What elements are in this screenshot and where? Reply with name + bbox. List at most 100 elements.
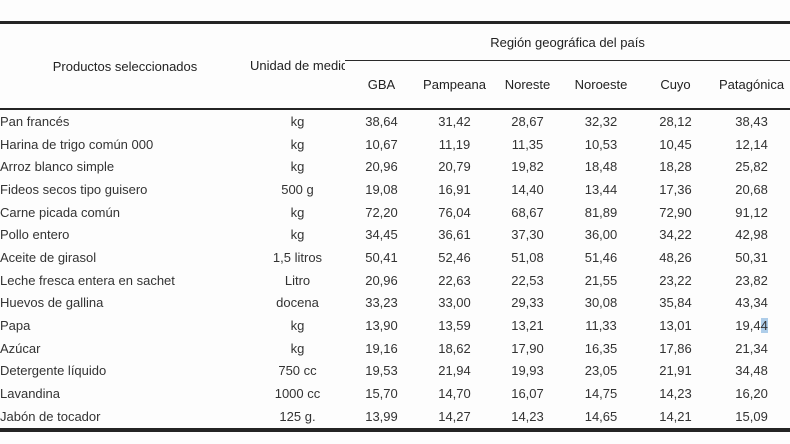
product-cell: Detergente líquido — [0, 363, 107, 379]
value-cell: 13,21 — [511, 318, 544, 334]
unit-cell: kg — [290, 204, 305, 220]
unit-cell: kg — [290, 113, 305, 129]
product-cell: Arroz blanco simple — [0, 159, 115, 175]
value-cell: 36,00 — [584, 227, 618, 243]
value-cell: 31,42 — [438, 113, 471, 129]
value-cell: 33,23 — [365, 295, 398, 311]
product-cell: Fideos secos tipo guisero — [0, 181, 148, 197]
value-cell: 16,91 — [438, 181, 471, 197]
value-cell: 19,16 — [365, 340, 398, 356]
value-cell: 10,53 — [584, 136, 618, 152]
value-cell: 38,43 — [735, 113, 768, 129]
value-cell: 25,82 — [735, 159, 768, 175]
value-cell: 33,00 — [438, 295, 471, 311]
value-cell: 17,90 — [511, 340, 544, 356]
column-header-region: Pampeana — [418, 60, 491, 110]
value-cell: 20,68 — [735, 181, 768, 197]
value-cell: 11,35 — [511, 136, 544, 152]
value-cell: 21,34 — [735, 340, 768, 356]
header-row-group: Productos seleccionados Unidad de medida… — [0, 22, 790, 110]
value-cell: 20,79 — [438, 159, 471, 175]
table-body: Pan francés kg 38,64 31,42 28,67 32,32 28,12 38… — [0, 109, 790, 432]
text-selection-highlight: 4 — [760, 318, 768, 334]
product-cell: Carne picada común — [0, 204, 120, 220]
table-row: Aceite de girasol 1,5 litros 50,41 52,46 51,… — [0, 246, 790, 269]
table-row: Azúcar kg 19,16 18,62 17,90 16,35 17,86 21,34 — [0, 337, 790, 360]
value-cell: 28,67 — [511, 113, 544, 129]
column-header-region: Noreste — [491, 60, 564, 110]
unit-cell: kg — [290, 227, 305, 243]
value-cell: 29,33 — [511, 295, 544, 311]
value-cell: 11,19 — [438, 136, 471, 152]
value-cell: 43,34 — [735, 295, 768, 311]
value-cell: 23,05 — [584, 363, 618, 379]
value-cell: 17,86 — [659, 340, 692, 356]
value-cell: 20,96 — [365, 272, 398, 288]
product-cell: Leche fresca entera en sachet — [0, 272, 175, 288]
value-cell: 10,45 — [659, 136, 692, 152]
column-header-region: Noroeste — [564, 60, 638, 110]
unit-cell: 125 g. — [250, 404, 345, 432]
regional-prices-table: Productos seleccionados Unidad de medida… — [0, 21, 790, 432]
product-cell: Lavandina — [0, 386, 60, 402]
value-cell: 23,22 — [659, 272, 692, 288]
value-cell: 13,59 — [438, 318, 471, 334]
value-cell: 14,23 — [491, 404, 564, 432]
unit-cell: kg — [290, 136, 305, 152]
value-cell: 34,48 — [735, 363, 768, 379]
table-row: Arroz blanco simple kg 20,96 20,79 19,82 18,4… — [0, 155, 790, 178]
unit-cell: 1000 cc — [274, 386, 321, 402]
table-row: Carne picada común kg 72,20 76,04 68,67 81,89… — [0, 201, 790, 224]
value-cell: 13,99 — [345, 404, 418, 432]
value-cell: 11,33 — [585, 318, 617, 334]
unit-cell: docena — [276, 295, 319, 311]
value-cell: 35,84 — [659, 295, 692, 311]
value-cell: 20,96 — [365, 159, 398, 175]
column-header-region: Patagónica — [713, 60, 790, 110]
unit-cell: 500 g — [281, 181, 314, 197]
table-row: Pollo entero kg 34,45 36,61 37,30 36,00 34,22 4… — [0, 223, 790, 246]
value-cell: 22,53 — [511, 272, 544, 288]
value-cell: 51,08 — [511, 249, 544, 265]
product-cell: Pollo entero — [0, 227, 70, 243]
value-cell: 12,14 — [735, 136, 768, 152]
table-row: Lavandina 1000 cc 15,70 14,70 16,07 14,75 14,2… — [0, 382, 790, 405]
product-cell: Pan francés — [0, 113, 70, 129]
value-cell: 14,75 — [584, 386, 618, 402]
value-cell: 37,30 — [511, 227, 544, 243]
value-cell: 36,61 — [438, 227, 471, 243]
value-cell: 16,35 — [584, 340, 618, 356]
value-cell: 76,04 — [438, 204, 471, 220]
value-cell: 21,94 — [438, 363, 471, 379]
value-cell: 18,28 — [659, 159, 692, 175]
value-cell: 14,70 — [438, 386, 471, 402]
column-header-region: GBA — [345, 60, 418, 110]
unit-cell: 750 cc — [278, 363, 317, 379]
value-cell: 13,01 — [659, 318, 692, 334]
value-cell: 19,08 — [365, 181, 398, 197]
unit-cell: 1,5 litros — [272, 249, 323, 265]
value-cell: 48,26 — [659, 249, 692, 265]
value-cell: 14,27 — [418, 404, 491, 432]
column-header-region: Cuyo — [638, 60, 713, 110]
value-cell: 34,22 — [659, 227, 692, 243]
product-cell: Papa — [0, 318, 31, 334]
value-cell: 34,45 — [365, 227, 398, 243]
value-cell: 13,44 — [584, 181, 618, 197]
value-cell: 91,12 — [735, 204, 768, 220]
value-cell: 19,82 — [511, 159, 544, 175]
product-cell: Aceite de girasol — [0, 249, 97, 265]
table-row: Fideos secos tipo guisero 500 g 19,08 16,91… — [0, 178, 790, 201]
value-cell: 72,90 — [659, 204, 692, 220]
region-header-row: GBA Pampeana Noreste Noroeste Cuyo Patagónica — [0, 60, 790, 110]
value-cell: 21,55 — [584, 272, 618, 288]
product-cell: Harina de trigo común 000 — [0, 136, 154, 152]
product-cell: Huevos de gallina — [0, 295, 104, 311]
table-row: Jabón de tocador 125 g. 13,99 14,27 14,23 14,… — [0, 404, 790, 432]
value-cell: 50,41 — [365, 249, 398, 265]
unit-cell: Litro — [284, 272, 311, 288]
value-cell: 15,70 — [365, 386, 398, 402]
value-cell: 17,36 — [659, 181, 692, 197]
value-cell: 10,67 — [365, 136, 398, 152]
